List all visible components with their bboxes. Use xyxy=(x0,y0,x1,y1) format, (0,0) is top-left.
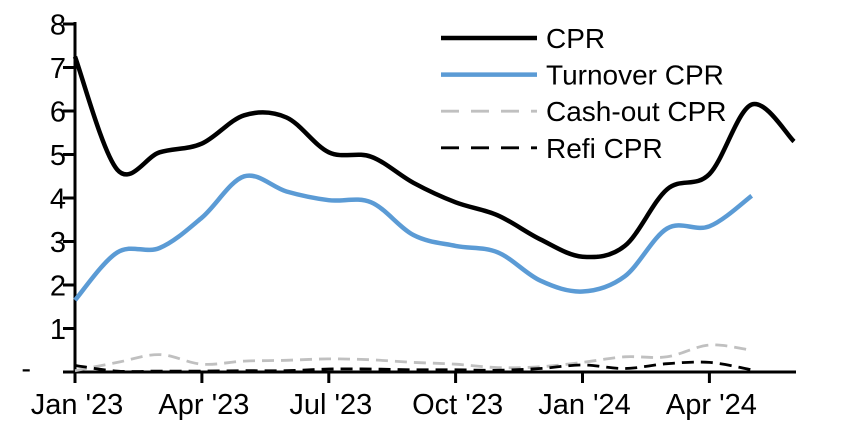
series-line-turnover-cpr xyxy=(73,173,754,302)
y-tick-label: 8 xyxy=(50,10,66,42)
y-tick-label: 3 xyxy=(50,227,66,259)
legend-item-cpr: CPR xyxy=(441,23,605,54)
legend: CPR Turnover CPR Cash-out CPR Refi CPR xyxy=(441,23,727,164)
legend-label-cash-out-cpr: Cash-out CPR xyxy=(546,96,727,127)
series-line-refi-cpr xyxy=(74,360,752,373)
legend-item-refi-cpr: Refi CPR xyxy=(441,133,663,164)
legend-label-refi-cpr: Refi CPR xyxy=(546,133,663,164)
y-tick-label: 2 xyxy=(50,271,66,303)
y-tick-label: 5 xyxy=(50,140,66,172)
legend-label-cpr: CPR xyxy=(546,23,605,54)
series-line-cash-out-cpr xyxy=(74,343,752,373)
x-tick-label: Jan '24 xyxy=(538,389,631,421)
series xyxy=(72,55,796,373)
series-line-cpr xyxy=(72,55,796,260)
x-tick-label: Apr '24 xyxy=(666,389,757,421)
x-tick-label: Jul '23 xyxy=(289,389,372,421)
legend-item-cash-out-cpr: Cash-out CPR xyxy=(441,96,727,127)
y-tick-label: 6 xyxy=(50,97,66,129)
y-tick-label: 7 xyxy=(50,53,66,85)
legend-label-turnover-cpr: Turnover CPR xyxy=(546,60,724,91)
y-zero-label: - xyxy=(21,353,31,385)
x-tick-label: Jan '23 xyxy=(31,389,124,421)
legend-item-turnover-cpr: Turnover CPR xyxy=(441,60,724,91)
y-tick-label: 1 xyxy=(50,314,66,346)
axes: -1 2 3 4 5 6 7 8 Jan '23 Apr '23 Jul '23 Oct '23 Jan… xyxy=(21,10,796,421)
x-tick-label: Apr '23 xyxy=(158,389,249,421)
x-tick-label: Oct '23 xyxy=(412,389,503,421)
y-tick-label: 4 xyxy=(50,184,66,216)
